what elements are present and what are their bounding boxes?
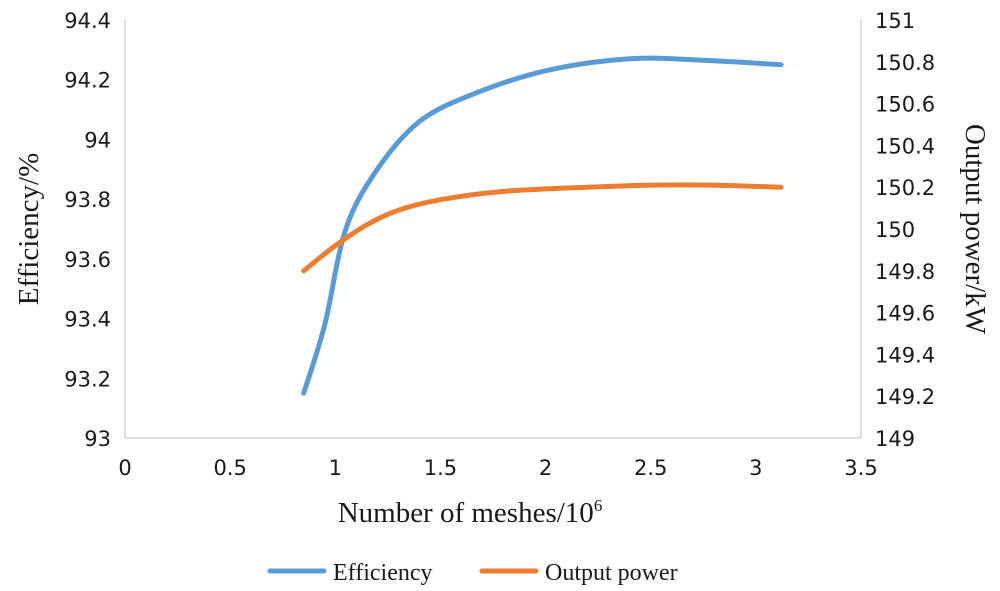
x-tick-label: 0.5 [213,456,246,480]
x-tick-label: 3 [749,456,762,480]
x-tick-label: 2.5 [634,456,667,480]
y2-axis-title: Output power/kW [959,124,991,335]
legend: Efficiency Output power [267,560,678,586]
axes [124,20,862,439]
x-tick-label: 0 [118,456,131,480]
series-line-output-power [301,182,784,274]
tick-labels: 0 0.5 1 1.5 2 2.5 3 3.5 93 93.2 93.4 93.6 93.8 94 94.2… [64,9,935,480]
y-tick-label: 93.8 [64,188,111,212]
y-tick-label: 94 [84,128,111,152]
y-tick-label: 93.4 [64,308,111,332]
y2-tick-label: 150.6 [875,93,935,117]
x-tick-label: 1 [329,456,342,480]
legend-label-output-power: Output power [545,560,678,586]
y2-tick-label: 150 [875,218,915,242]
y2-tick-label: 149.6 [875,302,935,326]
y-axis-title: Efficiency/% [13,153,45,305]
x-tick-label: 3.5 [844,456,877,480]
series-lines [301,55,784,396]
series-line-efficiency [301,55,784,396]
y-tick-label: 94.4 [64,9,111,33]
y2-tick-label: 150.8 [875,51,935,75]
x-tick-label: 1.5 [424,456,457,480]
x-tick-label: 2 [539,456,552,480]
y2-tick-label: 149 [875,427,915,451]
x-axis-title-superscript: 6 [594,496,603,515]
legend-label-efficiency: Efficiency [333,560,433,586]
y2-tick-label: 150.4 [875,134,935,158]
y2-tick-label: 150.2 [875,176,935,200]
y2-tick-label: 149.8 [875,260,935,284]
y2-tick-label: 149.4 [875,343,935,367]
y-tick-label: 94.2 [64,69,111,93]
y-tick-label: 93.6 [64,248,111,272]
y-tick-label: 93.2 [64,367,111,391]
y2-tick-label: 149.2 [875,385,935,409]
x-axis-title: Number of meshes/106 [338,496,603,529]
y-tick-label: 93 [84,427,111,451]
x-axis-title-text: Number of meshes/10 [338,497,594,529]
y2-tick-label: 151 [875,9,915,33]
